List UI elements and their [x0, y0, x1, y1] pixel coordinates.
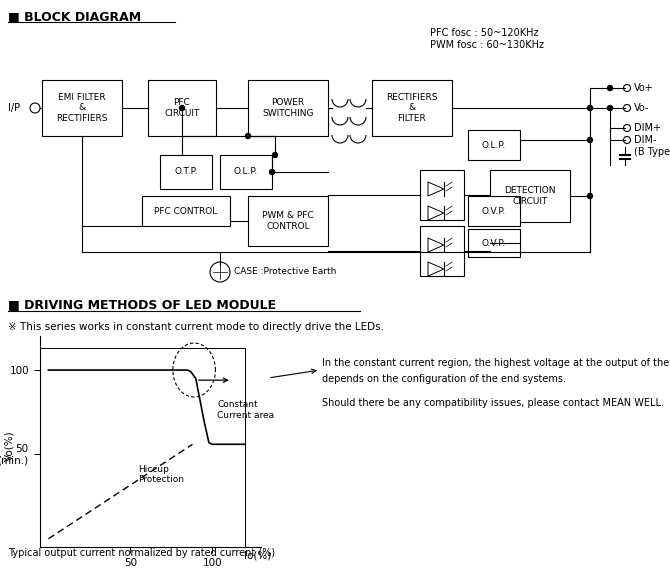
Text: In the constant current region, the highest voltage at the output of the driver: In the constant current region, the high…: [322, 358, 670, 368]
Bar: [142, 196, 230, 226]
Circle shape: [180, 105, 184, 111]
Text: ■ DRIVING METHODS OF LED MODULE: ■ DRIVING METHODS OF LED MODULE: [8, 298, 276, 311]
Text: O.T.P.: O.T.P.: [174, 168, 198, 177]
Circle shape: [269, 169, 275, 174]
Circle shape: [608, 86, 612, 91]
Bar: [148, 80, 216, 136]
Text: O.V.P.: O.V.P.: [482, 206, 506, 215]
Text: O.L.P.: O.L.P.: [234, 168, 258, 177]
Text: 50
(min.): 50 (min.): [0, 443, 29, 465]
Text: O.L.P.: O.L.P.: [482, 140, 506, 149]
Text: Typical output current normalized by rated current (%): Typical output current normalized by rat…: [8, 548, 275, 558]
Text: I/P: I/P: [8, 103, 20, 113]
Bar: [248, 80, 328, 136]
Bar: [160, 155, 212, 189]
Text: Hiccup
Protection: Hiccup Protection: [139, 465, 184, 484]
Circle shape: [588, 193, 592, 198]
Text: PFC fosc : 50~120KHz
PWM fosc : 60~130KHz: PFC fosc : 50~120KHz PWM fosc : 60~130KH…: [430, 28, 544, 50]
Bar: [420, 170, 464, 220]
Text: RECTIFIERS
&
FILTER: RECTIFIERS & FILTER: [386, 93, 438, 123]
Text: POWER
SWITCHING: POWER SWITCHING: [262, 98, 314, 117]
Text: PFC CONTROL: PFC CONTROL: [154, 206, 218, 215]
Circle shape: [273, 153, 277, 157]
Bar: [468, 196, 520, 226]
Text: ※ This series works in constant current mode to directly drive the LEDs.: ※ This series works in constant current …: [8, 322, 384, 332]
Text: DETECTION
CIRCUIT: DETECTION CIRCUIT: [505, 186, 555, 206]
Text: PWM & PFC
CONTROL: PWM & PFC CONTROL: [262, 211, 314, 231]
Text: Constant
Current area: Constant Current area: [217, 400, 274, 420]
Text: Should there be any compatibility issues, please contact MEAN WELL.: Should there be any compatibility issues…: [322, 398, 664, 408]
Circle shape: [245, 133, 251, 139]
Text: O.V.P.: O.V.P.: [482, 238, 506, 247]
Bar: [220, 155, 272, 189]
Text: EMI FILTER
&
RECTIFIERS: EMI FILTER & RECTIFIERS: [56, 93, 108, 123]
Bar: [468, 229, 520, 257]
Text: Vo(%): Vo(%): [4, 431, 14, 461]
Text: Vo+: Vo+: [634, 83, 654, 93]
Circle shape: [588, 137, 592, 142]
Bar: [248, 196, 328, 246]
Text: CASE :Protective Earth: CASE :Protective Earth: [234, 267, 336, 276]
Bar: [490, 170, 570, 222]
Bar: [420, 226, 464, 276]
Bar: [468, 130, 520, 160]
Text: (B Type): (B Type): [634, 147, 670, 157]
Text: ■ BLOCK DIAGRAM: ■ BLOCK DIAGRAM: [8, 10, 141, 23]
Circle shape: [608, 105, 612, 111]
Bar: [372, 80, 452, 136]
Text: Vo-: Vo-: [634, 103, 649, 113]
Text: DIM+: DIM+: [634, 123, 661, 133]
Bar: [42, 80, 122, 136]
Circle shape: [588, 105, 592, 111]
Text: PFC
CIRCUIT: PFC CIRCUIT: [164, 98, 200, 117]
Text: depends on the configuration of the end systems.: depends on the configuration of the end …: [322, 374, 566, 384]
Text: DIM-: DIM-: [634, 135, 657, 145]
Text: Io(%): Io(%): [245, 551, 271, 560]
